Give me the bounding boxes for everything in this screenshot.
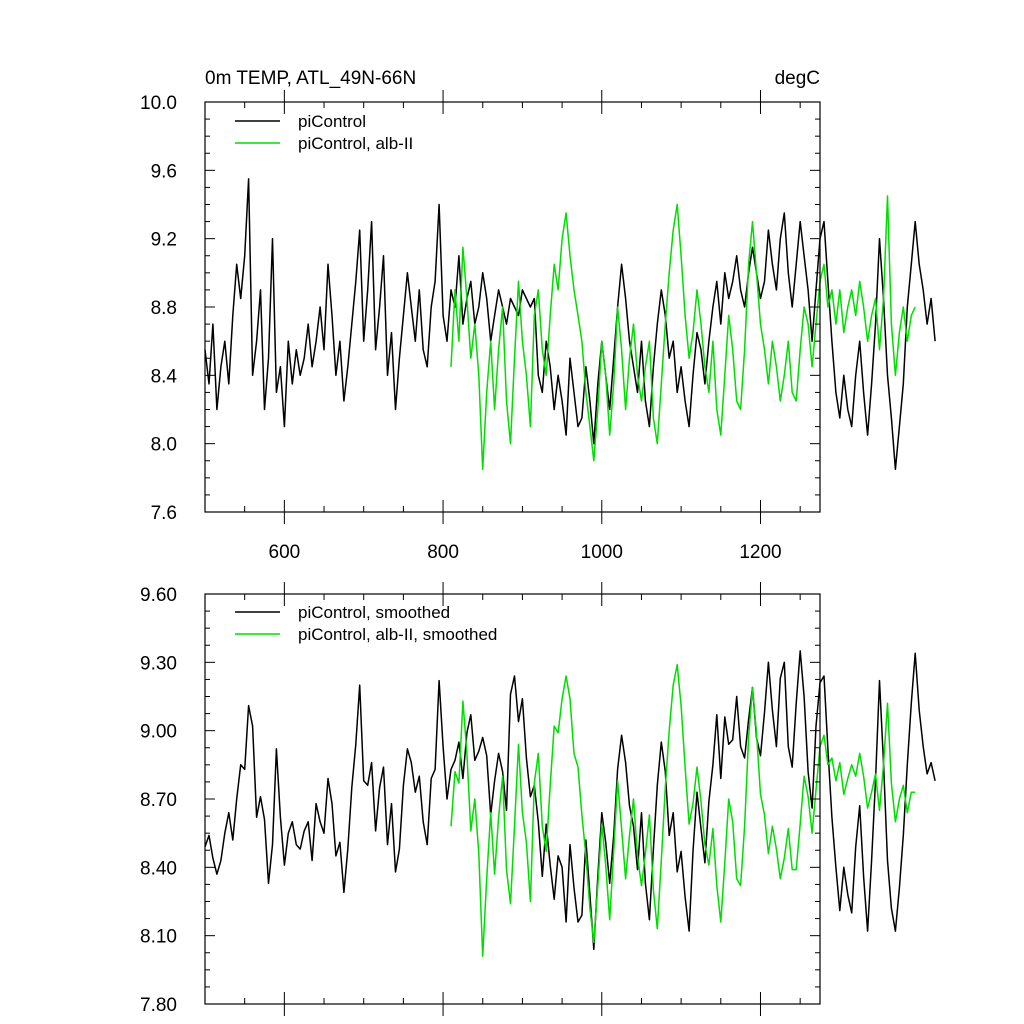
top-series-line-picontrol (204, 178, 936, 471)
top-plot-series (204, 178, 936, 471)
bottom-ytick-label: 8.40 (140, 858, 177, 879)
bottom-legend: piControl, smoothed piControl, alb-II, s… (235, 603, 497, 644)
top-xtick-label: 600 (269, 542, 301, 563)
legend-label-picontrol-alb-ii-smoothed: piControl, alb-II, smoothed (298, 625, 497, 644)
top-title-right: degC (775, 68, 820, 89)
top-panel: 0m TEMP, ATL_49N-66N degC 7.6 8.0 8.4 8.8 9.… (140, 68, 936, 563)
top-axis-ticks: 7.6 8.0 8.4 8.8 9.2 9.6 10.0 600 800 1000 1200 (140, 90, 820, 563)
bottom-plot-series (204, 650, 936, 957)
top-ytick-label: 8.8 (151, 298, 177, 319)
top-ytick-label: 7.6 (151, 503, 177, 524)
top-ytick-label: 9.2 (151, 230, 177, 251)
top-legend: piControl piControl, alb-II (235, 112, 413, 153)
bottom-ytick-label: 7.80 (140, 995, 177, 1016)
top-series-line-picontrol-alb-ii (450, 195, 916, 471)
top-ytick-label: 8.4 (151, 366, 178, 387)
legend-label-picontrol: piControl (298, 112, 366, 131)
bottom-plot-frame (204, 593, 821, 1005)
bottom-panel: 7.80 8.10 8.40 8.70 9.00 9.30 9.60 piControl, … (140, 582, 936, 1016)
top-ytick-label: 9.6 (151, 161, 177, 182)
top-ytick-label: 10.0 (140, 93, 177, 114)
bottom-ytick-label: 8.70 (140, 790, 177, 811)
bottom-ytick-label: 9.30 (140, 653, 177, 674)
bottom-series-line-picontrol-smoothed (204, 650, 936, 951)
bottom-ytick-label: 9.60 (140, 585, 177, 606)
legend-label-picontrol-smoothed: piControl, smoothed (298, 603, 450, 622)
top-plot-frame (204, 101, 821, 513)
legend-label-picontrol-alb-ii: piControl, alb-II (298, 134, 413, 153)
bottom-ytick-label: 9.00 (140, 722, 177, 743)
bottom-axis-ticks: 7.80 8.10 8.40 8.70 9.00 9.30 9.60 (140, 582, 820, 1016)
bottom-series-line-picontrol-alb-ii-smoothed (450, 663, 916, 957)
bottom-ytick-label: 8.10 (140, 927, 177, 948)
top-ytick-label: 8.0 (151, 435, 177, 456)
top-xtick-label: 800 (427, 542, 459, 563)
top-xtick-label: 1200 (739, 542, 781, 563)
top-xtick-label: 1000 (581, 542, 623, 563)
top-title-left: 0m TEMP, ATL_49N-66N (205, 68, 416, 89)
